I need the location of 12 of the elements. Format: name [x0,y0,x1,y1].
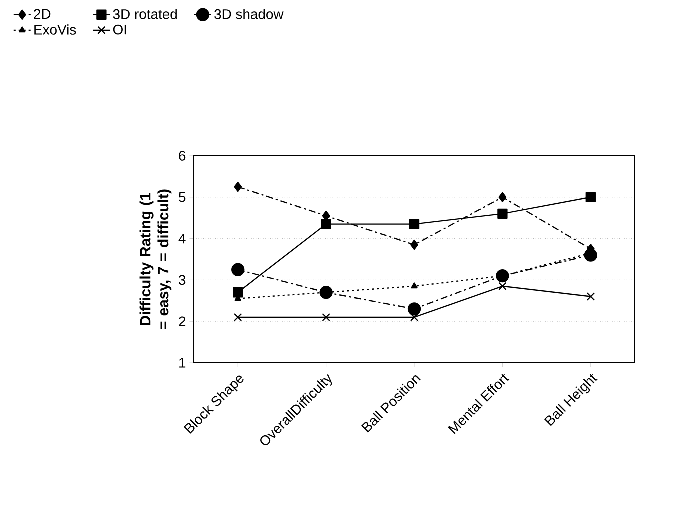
y-tick-label: 4 [178,234,186,244]
y-tick-label: 1 [180,358,186,368]
legend-label: ExoVis [34,24,76,35]
y-tick-label: 6 [179,151,186,161]
y-tick-label: 5 [179,192,186,202]
legend-label: 3D shadow [214,9,284,20]
y-tick-label: 2 [179,316,186,326]
y-axis-title: Difficulty Rating (1 = easy, 7 = difficult) [140,190,172,330]
legend-label: 2D [34,9,51,19]
legend-label: OI [113,24,126,35]
legend-label: 3D rotated [113,9,177,20]
y-tick-label: 3 [179,275,186,286]
